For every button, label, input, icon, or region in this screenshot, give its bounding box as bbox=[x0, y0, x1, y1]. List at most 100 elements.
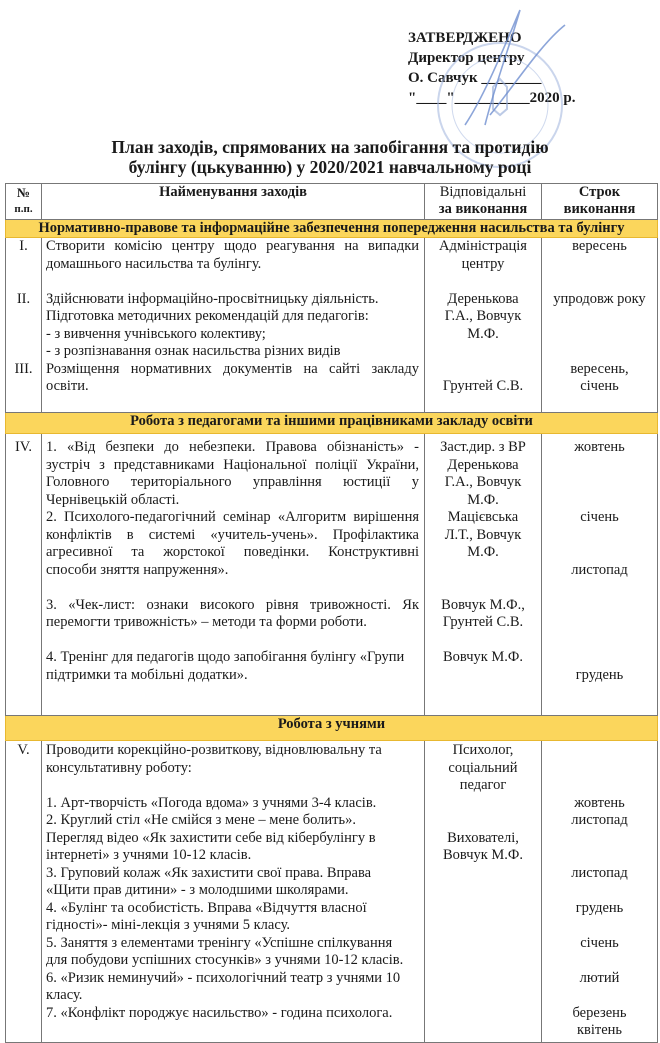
term-line: січень bbox=[580, 934, 619, 951]
header-resp-1: Відповідальні bbox=[439, 184, 527, 200]
signature bbox=[464, 9, 566, 126]
section-header-row: Робота з учнями bbox=[5, 715, 658, 741]
name-line: Перегляд відео «Як захистити себе від кі… bbox=[46, 829, 376, 846]
num-line bbox=[6, 256, 41, 274]
term-line bbox=[542, 847, 657, 865]
num-line bbox=[6, 308, 41, 326]
term-line: вересень, bbox=[570, 360, 629, 377]
term-line bbox=[542, 544, 657, 562]
resp-line: центру bbox=[461, 255, 505, 272]
section-header-row: Робота з педагогами та іншими працівника… bbox=[5, 412, 658, 434]
resp-line: Г.А., Вовчук bbox=[444, 308, 522, 324]
approval-name: О. Савчук ________ bbox=[408, 70, 542, 86]
term-line bbox=[542, 457, 657, 475]
name-line: 7. «Конфлікт породжує насильство» - годи… bbox=[46, 1004, 393, 1021]
header-resp-2: за виконання bbox=[438, 201, 528, 217]
term-line: січень bbox=[580, 509, 619, 525]
term-line bbox=[542, 474, 657, 492]
name-line: Головного територіального управління юст… bbox=[46, 474, 419, 490]
term-line: листопад bbox=[571, 864, 628, 881]
resp-line: Вихователі, bbox=[447, 829, 519, 846]
num-line: II. bbox=[16, 290, 31, 307]
term-line: листопад bbox=[571, 812, 628, 828]
term-line bbox=[542, 527, 657, 545]
resp-line: Адміністрація bbox=[439, 238, 527, 254]
name-line: консультативну роботу: bbox=[46, 759, 192, 776]
header-term-1: Строк bbox=[578, 184, 621, 200]
term-line bbox=[542, 917, 657, 935]
name-line: 2. Психолого-педагогічний семінар «Алгор… bbox=[46, 509, 419, 525]
resp-line bbox=[425, 632, 541, 650]
term-line: листопад bbox=[571, 561, 628, 578]
resp-cell: Заст.дир. з ВР Деренькова Г.А., Вовчук М.Ф.… bbox=[424, 433, 542, 716]
name-cell: 1. «Від безпеки до небезпеки. Правова об… bbox=[41, 433, 425, 716]
header-term-2: виконання bbox=[563, 201, 636, 217]
seal-stamp bbox=[437, 9, 566, 168]
resp-line: Заст.дир. з ВР bbox=[440, 439, 526, 455]
term-line bbox=[542, 987, 657, 1005]
term-line bbox=[542, 326, 657, 344]
resp-line bbox=[425, 361, 541, 379]
name-line bbox=[42, 632, 424, 650]
resp-line: Г.А., Вовчук bbox=[444, 474, 522, 490]
name-line: інтернеті» з учнями 10-12 класів. bbox=[46, 847, 252, 863]
term-line bbox=[542, 343, 657, 361]
name-line: 6. «Ризик неминучий» - психологічний теа… bbox=[46, 969, 401, 986]
term-line bbox=[542, 830, 657, 848]
term-line bbox=[542, 952, 657, 970]
name-line: Чернівецькій області. bbox=[46, 491, 180, 508]
name-line: 2. Круглий стіл «Не смійся з мене – мене… bbox=[46, 812, 356, 828]
section-header-row: Нормативно-правове та інформаційне забез… bbox=[5, 219, 658, 238]
name-line: Здійснювати інформаційно-просвітницьку д… bbox=[46, 290, 379, 307]
name-line: підтримки та мобільні додатки». bbox=[46, 666, 248, 683]
section-title: Нормативно-правове та інформаційне забез… bbox=[5, 219, 658, 238]
term-line bbox=[542, 649, 657, 667]
name-line bbox=[42, 273, 424, 291]
term-line: вересень bbox=[572, 238, 627, 254]
name-line: класу. bbox=[46, 987, 83, 1003]
name-line: 3. Груповий колаж «Як захистити свої пра… bbox=[46, 864, 372, 881]
header-term: Строк виконання bbox=[541, 183, 658, 220]
term-line: упродовж року bbox=[553, 290, 646, 307]
resp-line: Вовчук М.Ф. bbox=[442, 649, 524, 665]
resp-line: Психолог, bbox=[452, 742, 514, 758]
name-line: способи зняття напруження». bbox=[46, 561, 229, 578]
approval-heading: ЗАТВЕРДЖЕНО bbox=[408, 30, 522, 46]
name-line: Створити комісію центру щодо реагування … bbox=[46, 238, 419, 254]
term-cell: вересень упродовж року вересень, січень bbox=[541, 237, 658, 413]
header-name: Найменування заходів bbox=[41, 183, 425, 220]
resp-line: Вовчук М.Ф., bbox=[441, 596, 525, 613]
name-line: зустріч з представниками Національної по… bbox=[46, 456, 419, 473]
term-line bbox=[542, 777, 657, 795]
resp-line bbox=[425, 812, 541, 830]
resp-line: Л.Т., Вовчук bbox=[444, 526, 522, 543]
term-line bbox=[542, 308, 657, 326]
resp-line bbox=[425, 273, 541, 291]
table-header-row: № п.п. Найменування заходів Відповідальн… bbox=[5, 183, 658, 220]
header-num-1: № bbox=[16, 185, 31, 200]
term-line: жовтень bbox=[574, 439, 625, 455]
name-line: освіти. bbox=[46, 378, 89, 394]
num-line: III. bbox=[14, 360, 33, 377]
resp-line: Деренькова bbox=[447, 290, 519, 307]
name-line: 4. Тренінг для педагогів щодо запобіганн… bbox=[46, 649, 405, 665]
name-line: домашнього насильства та булінгу. bbox=[46, 255, 262, 272]
resp-cell: Адміністрація центру Деренькова Г.А., Вовчу… bbox=[424, 237, 542, 413]
name-line: Розміщення нормативних документів на сай… bbox=[46, 360, 419, 377]
document-title: План заходів, спрямованих на запобігання… bbox=[0, 137, 660, 177]
section-title: Робота з учнями bbox=[5, 715, 658, 741]
header-num-2: п.п. bbox=[14, 203, 33, 215]
num-cell: V. bbox=[5, 740, 42, 1043]
num-line bbox=[6, 273, 41, 291]
term-line: березень bbox=[572, 1004, 627, 1021]
term-line: грудень bbox=[575, 666, 624, 683]
name-line: - з вивчення учнівського колективу; bbox=[46, 325, 266, 342]
resp-line bbox=[425, 562, 541, 580]
term-cell: жовтень листопад листопад грудень січень люти… bbox=[541, 740, 658, 1043]
name-line: агресивної та жорстокої поведінки. Конст… bbox=[46, 544, 419, 560]
section-title: Робота з педагогами та іншими працівника… bbox=[5, 412, 658, 434]
name-line: для побудови успішних стосунків» з учням… bbox=[46, 952, 404, 968]
header-resp: Відповідальні за виконання bbox=[424, 183, 542, 220]
term-line bbox=[542, 579, 657, 597]
term-cell: жовтень січень листопад грудень bbox=[541, 433, 658, 716]
